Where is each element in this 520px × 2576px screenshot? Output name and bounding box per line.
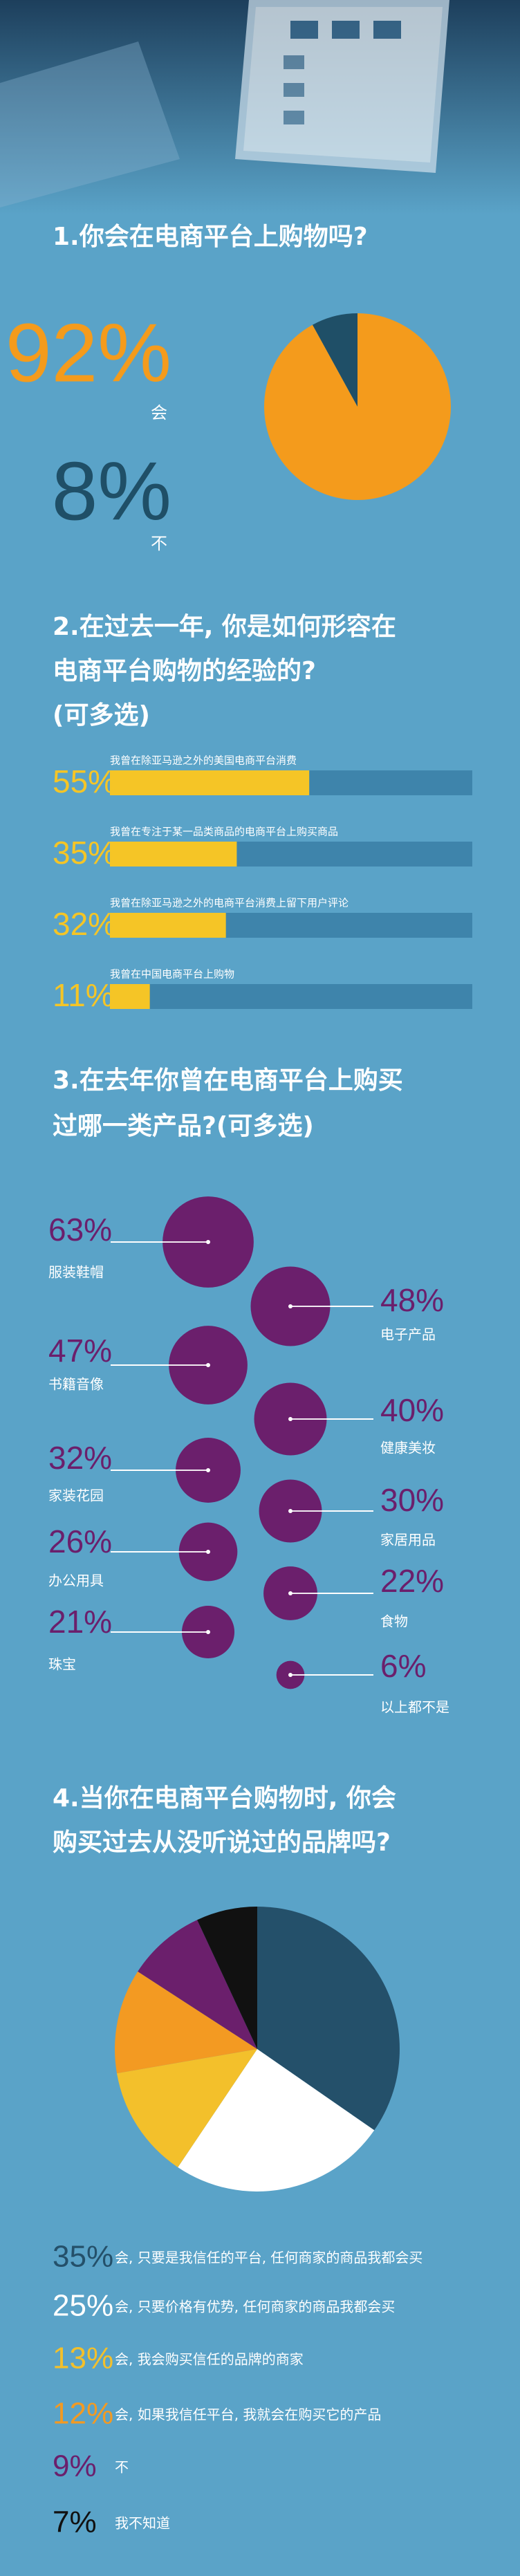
- category-label: 健康美妆: [380, 1440, 436, 1456]
- section-title: (可多选): [53, 701, 150, 730]
- value-label: 8%: [52, 445, 171, 538]
- value-label: 26%: [48, 1523, 112, 1559]
- value-label: 63%: [48, 1212, 112, 1248]
- value-label: 6%: [380, 1648, 426, 1684]
- section-title: 4.当你在电商平台购物时, 你会: [53, 1784, 396, 1813]
- value-label: 32%: [48, 1440, 112, 1476]
- pie-slice: [117, 2049, 257, 2168]
- category-label: 不: [151, 534, 167, 553]
- value-label: 9%: [53, 2449, 97, 2483]
- value-label: 13%: [53, 2342, 113, 2375]
- bar: [110, 842, 237, 867]
- category-label: 会: [151, 403, 167, 423]
- pie-slice: [197, 1907, 257, 2049]
- section-title: 购买过去从没听说过的品牌吗?: [53, 1828, 391, 1857]
- value-label: 35%: [53, 835, 116, 871]
- legend-label: 我不知道: [115, 2515, 170, 2532]
- pie-slice: [312, 313, 358, 407]
- category-label: 电子产品: [380, 1326, 436, 1343]
- value-label: 25%: [53, 2289, 113, 2323]
- value-label: 32%: [53, 906, 116, 942]
- legend-label: 会, 只要价格有优势, 任何商家的商品我都会买: [115, 2299, 395, 2315]
- category-label: 家居用品: [380, 1532, 436, 1548]
- bar-track: [110, 984, 472, 1009]
- category-label: 家装花园: [48, 1488, 104, 1504]
- category-label: 珠宝: [48, 1656, 76, 1673]
- pie-slice: [138, 1920, 257, 2049]
- category-label: 食物: [380, 1613, 408, 1630]
- value-label: 7%: [53, 2505, 97, 2539]
- header-laptop: [0, 0, 449, 207]
- bar-label: 我曾在专注于某一品类商品的电商平台上购买商品: [110, 826, 338, 838]
- category-label: 服装鞋帽: [48, 1264, 104, 1281]
- value-label: 40%: [380, 1392, 444, 1428]
- legend-label: 会, 如果我信任平台, 我就会在购买它的产品: [115, 2407, 381, 2423]
- bar-label: 我曾在中国电商平台上购物: [110, 968, 234, 981]
- value-label: 22%: [380, 1563, 444, 1599]
- section-title: 1.你会在电商平台上购物吗?: [53, 223, 368, 251]
- bar: [110, 984, 150, 1009]
- section-title: 过哪一类产品?(可多选): [53, 1112, 314, 1140]
- section-title: 电商平台购物的经验的?: [53, 657, 316, 685]
- value-label: 47%: [48, 1333, 112, 1369]
- value-label: 12%: [53, 2397, 113, 2431]
- category-label: 书籍音像: [48, 1376, 104, 1393]
- value-label: 21%: [48, 1604, 112, 1640]
- legend-label: 会, 只要是我信任的平台, 任何商家的商品我都会买: [115, 2250, 423, 2266]
- section-title: 2.在过去一年, 你是如何形容在: [53, 613, 396, 641]
- section-title: 3.在去年你曾在电商平台上购买: [53, 1066, 403, 1095]
- pie-slice: [115, 1971, 257, 2074]
- bar: [110, 913, 226, 938]
- bar-label: 我曾在除亚马逊之外的美国电商平台消费: [110, 754, 297, 767]
- legend-label: 不: [115, 2459, 129, 2476]
- value-label: 35%: [53, 2240, 113, 2274]
- pie-slice: [257, 1907, 400, 2131]
- category-label: 以上都不是: [380, 1699, 449, 1716]
- bar-label: 我曾在除亚马逊之外的电商平台消费上留下用户评论: [110, 897, 349, 909]
- legend-label: 会, 我会购买信任的品牌的商家: [115, 2351, 304, 2368]
- value-label: 30%: [380, 1482, 444, 1518]
- value-label: 92%: [6, 307, 171, 400]
- bar: [110, 770, 310, 795]
- category-label: 办公用具: [48, 1573, 104, 1589]
- value-label: 11%: [53, 977, 114, 1013]
- value-label: 48%: [380, 1282, 444, 1318]
- value-label: 55%: [53, 763, 116, 799]
- pie-slice: [178, 2049, 375, 2192]
